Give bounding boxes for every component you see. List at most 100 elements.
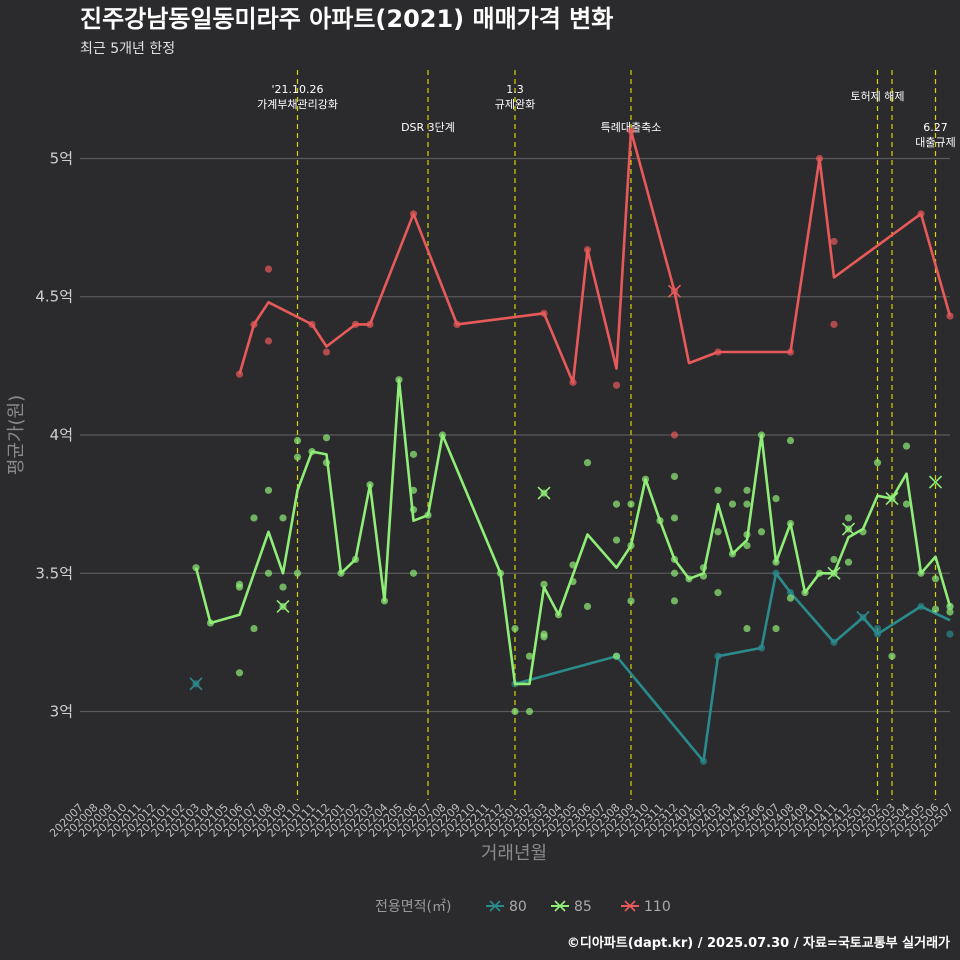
data-point	[670, 514, 679, 522]
event-label: 토허제 해제	[850, 89, 904, 103]
chart-title: 진주강남동일동미라주 아파트(2021) 매매가격 변화	[80, 5, 613, 33]
data-point	[670, 431, 679, 439]
data-point	[540, 633, 548, 641]
legend-swatch-cross	[489, 900, 501, 912]
cross-marker	[276, 599, 290, 614]
chart-caption: ©디아파트(dapt.kr) / 2025.07.30 / 자료=국토교통부 실…	[567, 935, 950, 951]
data-point	[902, 442, 911, 450]
event-label: 6.27	[923, 121, 948, 134]
data-point	[670, 597, 679, 605]
data-point	[525, 652, 534, 660]
data-point	[511, 624, 519, 633]
x-axis-ticks: 2020072020082020092020102020112020122021…	[47, 801, 956, 840]
data-point	[743, 624, 751, 633]
data-point	[830, 320, 838, 328]
data-point	[743, 486, 751, 494]
cross-marker	[189, 677, 203, 691]
data-point	[264, 337, 273, 345]
data-point	[511, 707, 519, 716]
legend-label: 110	[644, 899, 671, 915]
data-point	[293, 569, 302, 577]
chart-subtitle: 최근 5개년 한정	[80, 41, 175, 57]
data-point	[772, 624, 780, 633]
cross-marker	[537, 486, 551, 500]
y-tick-label: 5억	[50, 149, 73, 167]
data-point	[902, 500, 911, 508]
data-point	[612, 381, 621, 389]
data-point	[873, 459, 882, 467]
data-point	[583, 459, 592, 467]
legend-swatch-cross	[624, 900, 636, 912]
x-axis-title: 거래년월	[481, 843, 547, 864]
data-point	[235, 669, 244, 677]
y-axis-title: 평균가(원)	[6, 395, 27, 475]
series-80	[189, 569, 954, 765]
data-point	[830, 555, 838, 564]
data-point	[670, 472, 679, 481]
data-point	[627, 500, 635, 508]
data-point	[757, 528, 766, 536]
data-point	[830, 237, 838, 246]
y-tick-label: 3.5억	[35, 564, 73, 582]
series-layer	[189, 127, 954, 765]
data-point	[409, 450, 418, 458]
legend-swatch-cross	[554, 900, 566, 912]
data-point	[540, 580, 548, 588]
data-point	[786, 594, 795, 602]
data-point	[612, 500, 621, 508]
event-label: 가계부채관리강화	[257, 98, 338, 111]
event-label: 규제완화	[495, 98, 535, 111]
series-line-85	[194, 378, 952, 686]
data-point	[583, 602, 592, 611]
data-point	[235, 580, 244, 588]
data-point	[714, 528, 722, 536]
data-point	[931, 575, 940, 583]
data-point	[888, 652, 896, 660]
data-point	[946, 630, 954, 638]
data-point	[714, 589, 722, 597]
cross-marker	[928, 475, 943, 489]
data-point	[743, 542, 751, 550]
series-line-80	[514, 571, 951, 763]
cross-marker	[841, 522, 856, 536]
data-point	[322, 348, 331, 356]
series-85	[192, 376, 954, 716]
series-110	[235, 127, 954, 439]
data-point	[322, 434, 331, 442]
data-point	[250, 514, 258, 522]
y-axis-ticks: 3억 3.5억 4억 4.5억 5억	[35, 149, 73, 720]
data-point	[279, 514, 287, 522]
y-tick-label: 4억	[50, 426, 73, 444]
data-point	[279, 583, 287, 591]
event-label: 1.3	[506, 83, 524, 96]
data-point	[670, 569, 679, 577]
data-point	[714, 486, 722, 494]
data-point	[264, 486, 273, 494]
data-point	[772, 494, 780, 503]
data-point	[786, 436, 795, 445]
data-point	[264, 265, 273, 273]
legend: 전용면적(㎡) 80 85 110	[375, 899, 671, 915]
data-point	[743, 500, 751, 508]
data-point	[525, 707, 534, 716]
data-point	[931, 605, 940, 613]
data-point	[264, 569, 273, 577]
data-point	[293, 453, 302, 461]
event-label: '21.10.26	[271, 83, 323, 96]
y-tick-label: 3억	[50, 703, 73, 721]
data-point	[844, 514, 853, 522]
data-point	[627, 597, 635, 605]
series-line-110	[238, 129, 952, 384]
legend-label: 80	[509, 899, 527, 915]
data-point	[409, 569, 418, 577]
event-label: 대출규제	[915, 136, 955, 149]
legend-title: 전용면적(㎡)	[375, 899, 451, 915]
data-point	[250, 624, 258, 633]
data-point	[728, 500, 737, 508]
data-point	[612, 652, 621, 660]
data-point	[946, 608, 954, 616]
event-label: DSR 3단계	[401, 121, 455, 134]
